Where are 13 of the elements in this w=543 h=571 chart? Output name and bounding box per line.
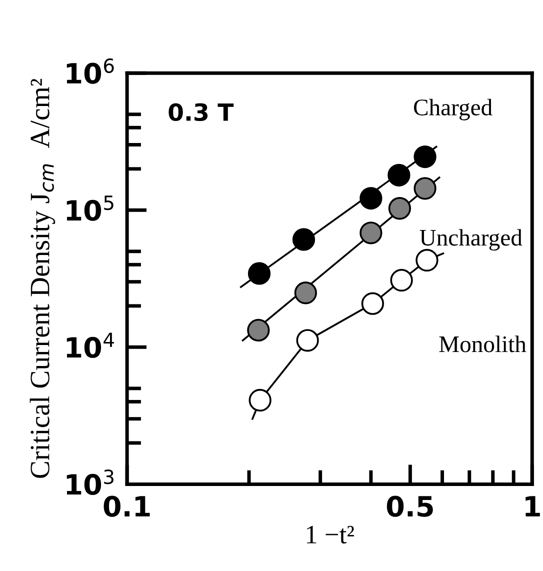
y-tick-label: 10$^{6}$ (66, 58, 114, 84)
annotation: 0.3 T (168, 103, 234, 122)
y-tick-label: 10$^{3}$ (66, 469, 114, 495)
y-axis-title: Critical Current Density J$_{cm}$ A/cm² (30, 78, 56, 478)
y-tick-label: 10$^{4}$ (66, 332, 114, 358)
x-tick-label: 1 (526, 496, 540, 516)
series-label: Uncharged (420, 229, 522, 251)
x-tick-label: 0.1 (104, 496, 150, 517)
text: Monolith (439, 336, 526, 352)
x-axis-title: 1 −t² (306, 526, 354, 544)
y-tick-label: 10$^{5}$ (66, 196, 114, 221)
series-label: Charged (414, 98, 492, 120)
x-tick-label: 0.5 (386, 496, 433, 517)
